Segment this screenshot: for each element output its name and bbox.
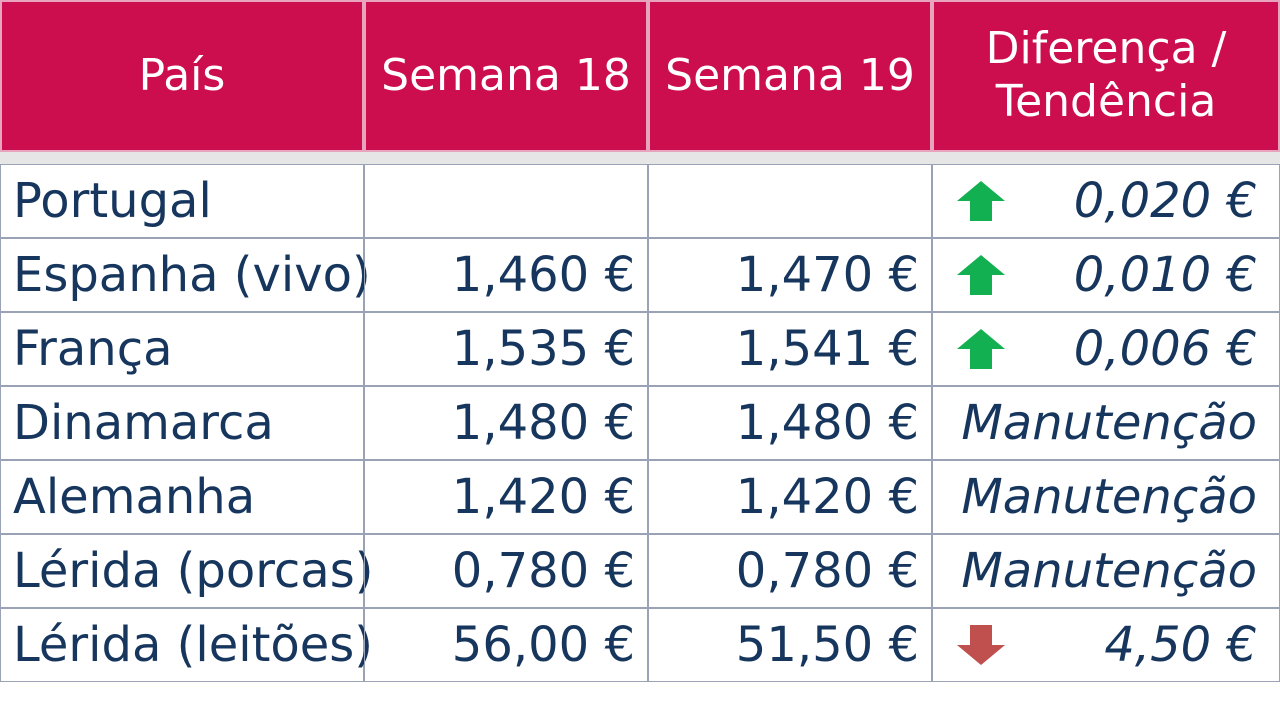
difference-value: 0,010 €	[1073, 247, 1257, 303]
week-19-cell: 0,780 €	[648, 534, 932, 608]
difference-cell: 0,010 €	[932, 238, 1280, 312]
difference-value: 0,006 €	[1073, 321, 1257, 377]
difference-cell: 4,50 €	[932, 608, 1280, 682]
country-cell: Lérida (porcas)	[0, 534, 373, 608]
week-18-cell: 1,535 €	[364, 312, 648, 386]
week-19-cell: 51,50 €	[648, 608, 932, 682]
header-diff-line-2: Tendência	[995, 76, 1217, 127]
country-cell: Portugal	[0, 164, 364, 238]
difference-value: Manutenção	[961, 543, 1257, 599]
difference-value: Manutenção	[961, 395, 1257, 451]
week-18-cell: 1,460 €	[364, 238, 648, 312]
difference-cell: 0,020 €	[932, 164, 1280, 238]
country-cell: França	[0, 312, 364, 386]
week-18-cell: 0,780 €	[364, 534, 648, 608]
week-19-cell: 1,541 €	[648, 312, 932, 386]
header-week-18: Semana 18	[364, 0, 648, 152]
header-diff-line-1: Diferença /	[985, 23, 1227, 75]
week-19-cell: 1,480 €	[648, 386, 932, 460]
difference-cell: Manutenção	[932, 534, 1280, 608]
week-19-cell: 1,420 €	[648, 460, 932, 534]
week-19-cell: 1,470 €	[648, 238, 932, 312]
difference-cell: Manutenção	[932, 460, 1280, 534]
header-country: País	[0, 0, 364, 152]
difference-value: 4,50 €	[1104, 617, 1257, 673]
country-cell: Dinamarca	[0, 386, 364, 460]
arrow-down-icon	[957, 625, 1005, 665]
country-cell: Alemanha	[0, 460, 364, 534]
difference-cell: Manutenção	[932, 386, 1280, 460]
week-18-cell: 1,480 €	[364, 386, 648, 460]
arrow-up-icon	[957, 181, 1005, 221]
header-week-19: Semana 19	[648, 0, 932, 152]
difference-value: Manutenção	[961, 469, 1257, 525]
arrow-up-icon	[957, 255, 1005, 295]
header-separator	[0, 152, 1280, 164]
week-18-cell: 1,420 €	[364, 460, 648, 534]
week-19-cell	[648, 164, 932, 238]
country-cell: Espanha (vivo)	[0, 238, 371, 312]
difference-value: 0,020 €	[1073, 173, 1257, 229]
week-18-cell: 56,00 €	[364, 608, 648, 682]
arrow-up-icon	[957, 329, 1005, 369]
table-header: País Semana 18 Semana 19 Diferença / Ten…	[0, 0, 1280, 152]
week-18-cell	[364, 164, 648, 238]
difference-cell: 0,006 €	[932, 312, 1280, 386]
table-body: Portugal 0,020 € Espanha (vivo) 1,460 €1,47…	[0, 164, 1280, 682]
country-cell: Lérida (leitões)	[0, 608, 373, 682]
header-difference-trend: Diferença / Tendência	[932, 0, 1280, 152]
